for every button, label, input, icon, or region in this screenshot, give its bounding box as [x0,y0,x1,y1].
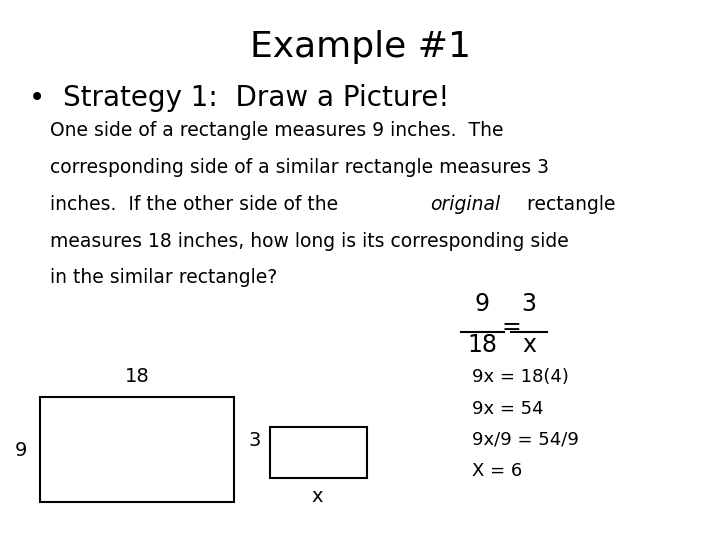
Text: X = 6: X = 6 [472,462,522,480]
Text: rectangle: rectangle [521,195,615,214]
Text: 9x = 18(4): 9x = 18(4) [472,368,569,386]
Text: in the similar rectangle?: in the similar rectangle? [50,268,278,287]
Text: corresponding side of a similar rectangle measures 3: corresponding side of a similar rectangl… [50,158,549,177]
Text: •  Strategy 1:  Draw a Picture!: • Strategy 1: Draw a Picture! [29,84,449,112]
Text: 3: 3 [522,292,536,316]
Bar [40,397,234,502]
Text: x: x [522,333,536,357]
Text: 9x = 54: 9x = 54 [472,400,543,417]
Text: 18: 18 [125,367,149,386]
Text: 9: 9 [475,292,490,316]
Text: Example #1: Example #1 [250,30,470,64]
Text: 18: 18 [467,333,498,357]
Text: original: original [430,195,500,214]
Bar [270,427,367,478]
Text: 9x/9 = 54/9: 9x/9 = 54/9 [472,431,578,449]
Text: One side of a rectangle measures 9 inches.  The: One side of a rectangle measures 9 inche… [50,122,504,140]
Text: x: x [311,487,323,506]
Text: measures 18 inches, how long is its corresponding side: measures 18 inches, how long is its corr… [50,232,569,251]
Text: 9: 9 [15,441,27,461]
Text: inches.  If the other side of the: inches. If the other side of the [50,195,345,214]
Text: =: = [501,315,521,339]
Text: 3: 3 [249,430,261,450]
